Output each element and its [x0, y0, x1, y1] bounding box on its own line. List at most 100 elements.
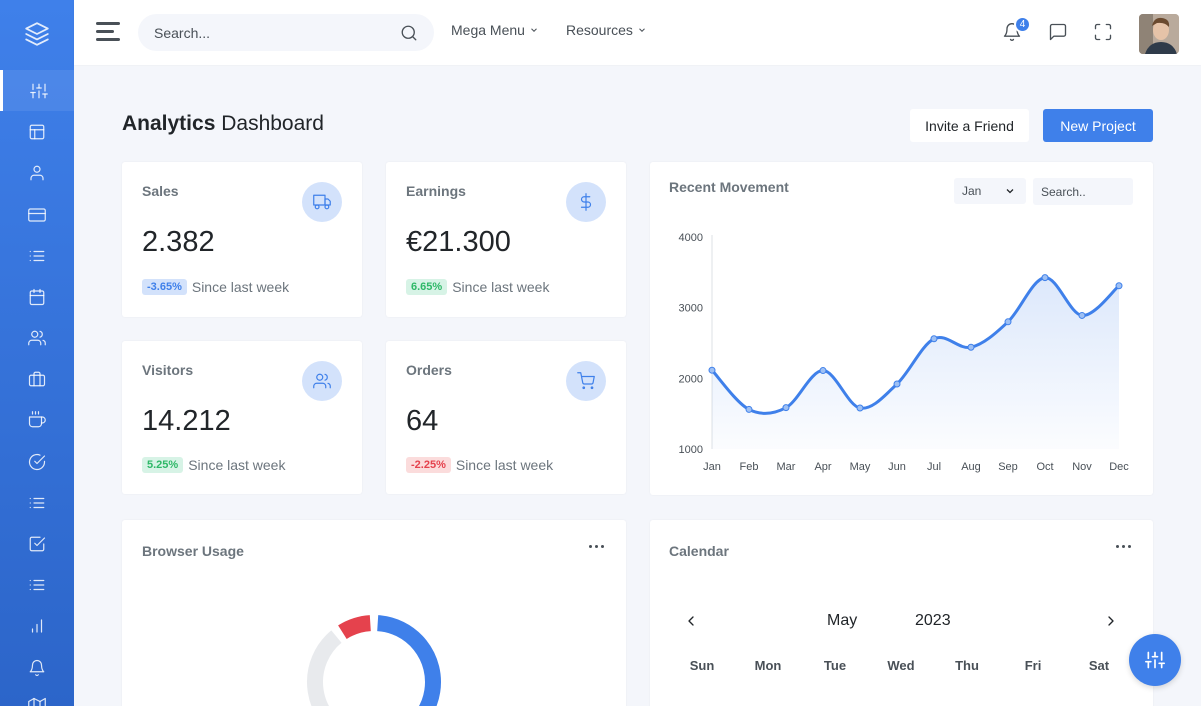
sidebar-item-projects[interactable]: [0, 358, 74, 399]
sidebar-item-forms[interactable]: [0, 523, 74, 564]
layers-icon: [25, 22, 49, 46]
weekday-fri: Fri: [1024, 658, 1042, 673]
weekday-sun: Sun: [689, 658, 715, 673]
notifications-button[interactable]: 4: [1002, 16, 1031, 47]
credit-card-icon: [28, 207, 46, 222]
sidebar-item-tables[interactable]: [0, 564, 74, 605]
avatar[interactable]: [1139, 14, 1179, 54]
sidebar-item-calendar[interactable]: [0, 276, 74, 317]
sales-value: 2.382: [142, 226, 215, 258]
sales-card: Sales 2.382 -3.65% Since last week: [122, 162, 362, 317]
mega-menu-label: Mega Menu: [451, 22, 525, 38]
x-tick-label: Aug: [961, 461, 981, 473]
chevron-down-icon: [531, 28, 537, 32]
sidebar-item-lists[interactable]: [0, 235, 74, 276]
visitors-footer: 5.25% Since last week: [142, 457, 285, 473]
sidebar-item-lists-2[interactable]: [0, 482, 74, 523]
sales-footer: -3.65% Since last week: [142, 279, 289, 295]
user-icon: [30, 165, 44, 180]
search-icon[interactable]: [400, 24, 418, 47]
new-project-button[interactable]: New Project: [1043, 109, 1153, 142]
x-tick-label: Oct: [1036, 461, 1053, 473]
sidebar-item-layouts[interactable]: [0, 111, 74, 152]
invite-friend-button[interactable]: Invite a Friend: [910, 109, 1029, 142]
y-tick-label: 1000: [679, 444, 703, 456]
month-select[interactable]: Jan: [954, 178, 1026, 204]
x-tick-label: Jan: [703, 461, 721, 473]
browser-usage-more-button[interactable]: [589, 545, 604, 548]
sales-note: Since last week: [191, 279, 290, 295]
sliders-icon: [29, 83, 48, 98]
visitors-card: Visitors 14.212 5.25% Since last week: [122, 341, 362, 494]
briefcase-icon: [28, 371, 46, 386]
chevron-down-icon: [1006, 189, 1014, 194]
messages-button[interactable]: [1048, 22, 1068, 47]
movement-search-input[interactable]: [1033, 178, 1133, 205]
sidebar-item-users[interactable]: [0, 317, 74, 358]
sidebar-item-charts[interactable]: [0, 605, 74, 646]
sidebar: [0, 0, 74, 706]
shopping-cart-icon: [566, 361, 606, 401]
sidebar-item-profile[interactable]: [0, 152, 74, 193]
data-point: [1115, 282, 1123, 290]
sidebar-item-billing[interactable]: [0, 194, 74, 235]
weekday-tue: Tue: [823, 658, 847, 673]
visitors-value: 14.212: [142, 405, 231, 437]
earnings-change-badge: 6.65%: [406, 279, 448, 295]
page-title: Analytics Dashboard: [122, 112, 324, 136]
sidebar-item-orders[interactable]: [0, 399, 74, 440]
list-icon: [29, 250, 45, 261]
calendar-more-button[interactable]: [1116, 545, 1131, 548]
earnings-value: €21.300: [406, 226, 511, 258]
calendar-year[interactable]: 2023: [915, 612, 951, 629]
weekday-sat: Sat: [1088, 658, 1110, 673]
series-line: [710, 276, 1121, 415]
earnings-card: Earnings €21.300 6.65% Since last week: [386, 162, 626, 317]
sidebar-item-maps[interactable]: [0, 685, 74, 706]
data-point: [1004, 318, 1012, 326]
x-tick-label: Sep: [998, 461, 1018, 473]
search-input[interactable]: [154, 14, 394, 51]
data-point: [856, 404, 864, 412]
notification-badge: 4: [1014, 16, 1031, 33]
fullscreen-button[interactable]: [1093, 22, 1113, 47]
users-icon: [302, 361, 342, 401]
orders-footer: -2.25% Since last week: [406, 457, 553, 473]
weekday-mon: Mon: [754, 658, 782, 673]
calendar-icon: [29, 288, 45, 305]
calendar-next-button[interactable]: [1103, 613, 1119, 634]
sliders-icon: [1145, 651, 1165, 669]
bar-chart-icon: [31, 618, 43, 633]
orders-change-badge: -2.25%: [406, 457, 451, 473]
orders-value: 64: [406, 405, 439, 437]
sidebar-item-tasks[interactable]: [0, 441, 74, 482]
visitors-note: Since last week: [188, 457, 286, 473]
movement-chart: 1000 2000 3000 4000 Jan Feb Mar Apr May Jun Jul Aug…: [679, 232, 1130, 473]
donut-slice: [376, 615, 441, 706]
resources-label: Resources: [566, 22, 633, 38]
donut-slice: [338, 615, 372, 640]
browser-usage-card: Browser Usage: [122, 520, 626, 706]
calendar-month[interactable]: May: [827, 612, 858, 629]
maximize-icon: [1094, 23, 1112, 41]
earnings-footer: 6.65% Since last week: [406, 279, 549, 295]
brand-logo[interactable]: [0, 0, 74, 68]
settings-fab-button[interactable]: [1129, 634, 1181, 686]
sidebar-item-notifications[interactable]: [0, 647, 74, 688]
layout-icon: [29, 124, 45, 139]
calendar-prev-button[interactable]: [683, 613, 699, 634]
chevron-down-icon: [639, 28, 645, 32]
donut-slice: [307, 630, 342, 706]
weekday-thu: Thu: [955, 658, 979, 673]
check-circle-icon: [28, 453, 46, 470]
mega-menu-dropdown[interactable]: Mega Menu: [451, 22, 539, 38]
data-point: [1078, 311, 1086, 319]
dollar-icon: [566, 182, 606, 222]
chevron-right-icon: [1108, 616, 1114, 626]
resources-dropdown[interactable]: Resources: [566, 22, 647, 38]
sidebar-toggle-button[interactable]: [96, 22, 120, 44]
orders-note: Since last week: [455, 457, 554, 473]
recent-movement-card: Recent Movement Jan 1000 2000 3000 4000 Jan F…: [650, 162, 1153, 495]
sidebar-item-dashboards[interactable]: [0, 70, 74, 111]
visitors-title: Visitors: [142, 362, 194, 378]
